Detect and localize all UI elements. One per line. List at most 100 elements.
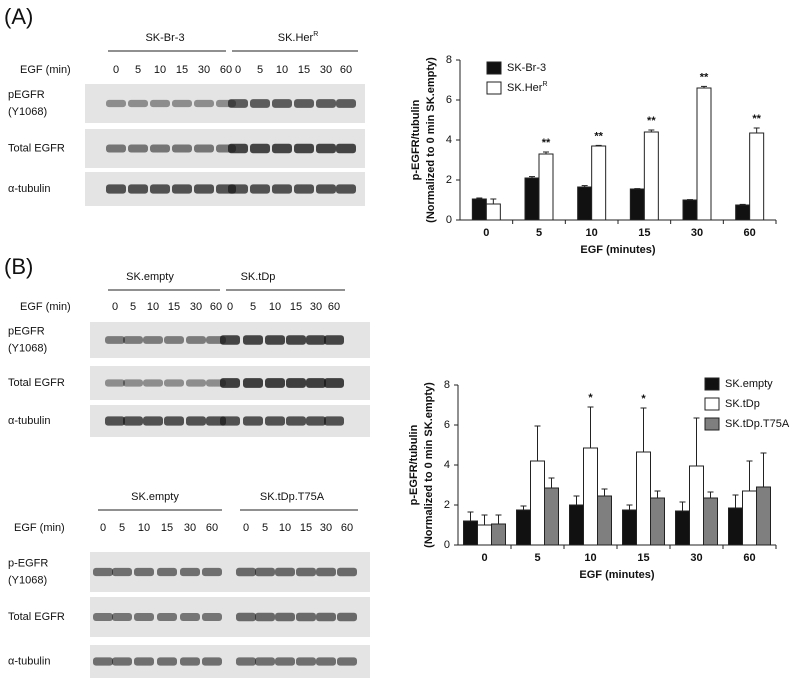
band (220, 335, 240, 345)
y-tick-label: 2 (446, 174, 452, 186)
band (296, 657, 316, 666)
legend-swatch (704, 397, 720, 411)
band (296, 567, 316, 577)
legend-label: SK-Br-3 (507, 62, 546, 74)
band (324, 335, 344, 345)
y-tick-label: 4 (446, 134, 452, 146)
band (106, 99, 126, 108)
lane-label: 5 (250, 301, 256, 313)
group-label-main: SK.empty (126, 271, 174, 283)
bar (682, 199, 698, 221)
band (255, 567, 275, 577)
lane-title: EGF (min) (14, 522, 65, 534)
bar (516, 509, 531, 546)
band (306, 378, 326, 388)
band (186, 379, 206, 387)
significance-label: ** (752, 113, 761, 125)
band (286, 335, 306, 345)
row-label: (Y1068) (8, 106, 47, 118)
legend-label-main: SK-Br-3 (507, 62, 546, 74)
bar (696, 87, 712, 221)
x-tick-label: 15 (638, 227, 650, 239)
band (112, 613, 132, 621)
row-label: Total EGFR (8, 142, 65, 154)
band (316, 567, 336, 577)
significance-label: ** (700, 71, 709, 83)
legend-label-main: SK.tDp.T75A (725, 418, 790, 430)
band (337, 612, 357, 622)
legend-label-superscript: R (542, 81, 547, 88)
row-label: α-tubulin (8, 183, 50, 195)
band (255, 612, 275, 622)
bar (629, 188, 645, 221)
band (275, 567, 295, 577)
lane-label: 0 (235, 64, 241, 76)
bar (544, 487, 559, 546)
band (337, 657, 357, 666)
y-tick-label: 6 (444, 419, 450, 431)
y-axis-label: p-EGFR/tubulin (408, 424, 420, 505)
band (324, 416, 344, 426)
band (180, 567, 200, 577)
band (255, 657, 275, 666)
lane-label: 30 (184, 522, 196, 534)
band (105, 379, 125, 387)
band (112, 657, 132, 666)
band (220, 416, 240, 426)
y-tick-label: 8 (444, 379, 450, 391)
y-axis-label: p-EGFR/tubulin (410, 99, 422, 180)
band (186, 416, 206, 426)
x-tick-label: 0 (483, 227, 489, 239)
row-label: (Y1068) (8, 574, 47, 586)
lane-label: 30 (320, 522, 332, 534)
band (286, 378, 306, 388)
band (106, 184, 126, 194)
lane-label: 10 (147, 301, 159, 313)
band (265, 335, 285, 345)
bar (477, 524, 492, 546)
band (250, 143, 270, 154)
group-label: SK.tDp (241, 271, 276, 283)
legend-label-main: SK.empty (725, 378, 773, 390)
x-tick-label: 60 (744, 227, 756, 239)
y-tick-label: 0 (446, 214, 452, 226)
band (275, 657, 295, 666)
band (112, 567, 132, 577)
significance-label: ** (647, 115, 656, 127)
lane-label: 15 (161, 522, 173, 534)
lane-label: 0 (112, 301, 118, 313)
lane-label: 10 (138, 522, 150, 534)
bar (728, 507, 743, 546)
x-tick-label: 10 (586, 227, 598, 239)
band (143, 336, 163, 344)
band (336, 184, 356, 194)
group-label: SK.empty (131, 491, 179, 503)
lane-label: 15 (290, 301, 302, 313)
lane-label: 0 (100, 522, 106, 534)
group-label-main: SK.tDp (241, 271, 276, 283)
band (172, 184, 192, 194)
band (93, 613, 113, 621)
band (286, 416, 306, 426)
bar (742, 490, 757, 546)
group-label: SK.tDp.T75A (260, 491, 325, 503)
band (128, 144, 148, 153)
band (128, 99, 148, 108)
group-label: SK-Br-3 (145, 32, 184, 44)
y-axis-label: (Normalized to 0 min SK.empty) (425, 57, 437, 223)
band (172, 144, 192, 153)
lane-title: EGF (min) (20, 301, 71, 313)
band (272, 184, 292, 194)
lane-label: 15 (300, 522, 312, 534)
band (202, 567, 222, 577)
lane-label: 5 (135, 64, 141, 76)
band (324, 378, 344, 388)
band (272, 99, 292, 108)
significance-label: ** (594, 130, 603, 142)
y-tick-label: 6 (446, 94, 452, 106)
lane-label: 60 (210, 301, 222, 313)
legend-label-main: SK.Her (507, 82, 543, 94)
lane-label: 30 (190, 301, 202, 313)
bar (583, 447, 598, 546)
